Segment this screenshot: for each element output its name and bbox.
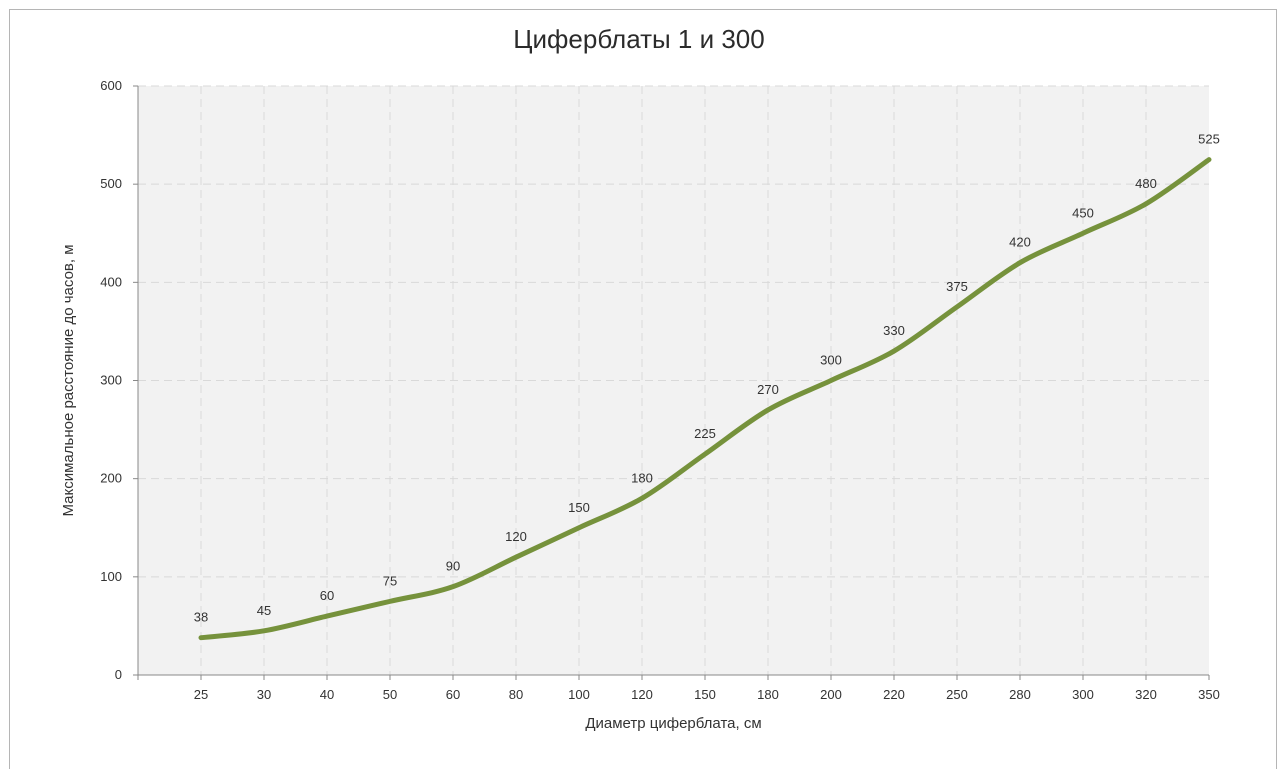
data-label: 420 bbox=[1009, 235, 1031, 250]
x-tick-label: 50 bbox=[383, 687, 397, 702]
x-tick-label: 100 bbox=[568, 687, 590, 702]
data-label: 450 bbox=[1072, 205, 1094, 220]
x-tick-label: 180 bbox=[757, 687, 779, 702]
y-tick-label: 200 bbox=[100, 471, 122, 486]
y-axis-title: Максимальное расстояние до часов, м bbox=[60, 244, 77, 516]
y-tick-label: 300 bbox=[100, 373, 122, 388]
data-label: 120 bbox=[505, 529, 527, 544]
y-tick-label: 100 bbox=[100, 569, 122, 584]
x-tick-label: 120 bbox=[631, 687, 653, 702]
data-label: 60 bbox=[320, 588, 334, 603]
data-label: 180 bbox=[631, 470, 653, 485]
data-label: 270 bbox=[757, 382, 779, 397]
data-label: 45 bbox=[257, 603, 271, 618]
x-tick-label: 250 bbox=[946, 687, 968, 702]
x-tick-label: 350 bbox=[1198, 687, 1220, 702]
x-tick-label: 300 bbox=[1072, 687, 1094, 702]
data-label: 330 bbox=[883, 323, 905, 338]
data-label: 150 bbox=[568, 500, 590, 515]
x-tick-label: 280 bbox=[1009, 687, 1031, 702]
y-tick-label: 400 bbox=[100, 274, 122, 289]
x-tick-label: 150 bbox=[694, 687, 716, 702]
x-tick-label: 25 bbox=[194, 687, 208, 702]
data-label: 75 bbox=[383, 573, 397, 588]
data-label: 225 bbox=[694, 426, 716, 441]
y-tick-label: 0 bbox=[115, 667, 122, 682]
y-tick-label: 500 bbox=[100, 176, 122, 191]
x-tick-label: 320 bbox=[1135, 687, 1157, 702]
x-tick-label: 30 bbox=[257, 687, 271, 702]
x-tick-label: 220 bbox=[883, 687, 905, 702]
y-tick-label: 600 bbox=[100, 78, 122, 93]
x-tick-label: 60 bbox=[446, 687, 460, 702]
x-tick-label: 80 bbox=[509, 687, 523, 702]
data-label: 375 bbox=[946, 279, 968, 294]
data-label: 300 bbox=[820, 353, 842, 368]
data-label: 38 bbox=[194, 610, 208, 625]
x-tick-label: 40 bbox=[320, 687, 334, 702]
x-tick-label: 200 bbox=[820, 687, 842, 702]
x-axis-title: Диаметр циферблата, см bbox=[585, 715, 761, 732]
data-label: 90 bbox=[446, 559, 460, 574]
data-label: 480 bbox=[1135, 176, 1157, 191]
data-label: 525 bbox=[1198, 132, 1220, 147]
